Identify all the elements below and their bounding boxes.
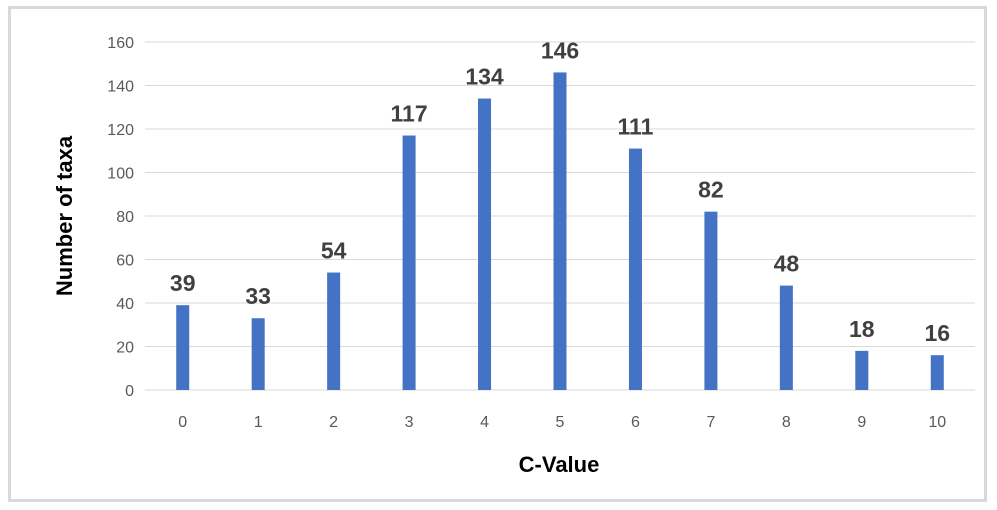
y-tick-label: 140 bbox=[107, 79, 134, 96]
x-axis-title: C-Value bbox=[519, 452, 600, 477]
x-tick-label: 9 bbox=[857, 414, 866, 431]
x-tick-label: 2 bbox=[329, 414, 338, 431]
data-label: 18 bbox=[849, 316, 875, 342]
bar bbox=[251, 318, 265, 390]
x-tick-label: 10 bbox=[928, 414, 946, 431]
data-label: 48 bbox=[774, 251, 800, 277]
y-tick-label: 120 bbox=[107, 122, 134, 139]
y-tick-label: 160 bbox=[107, 35, 134, 52]
data-label: 82 bbox=[698, 177, 724, 203]
x-tick-label: 3 bbox=[405, 414, 414, 431]
x-tick-label: 6 bbox=[631, 414, 640, 431]
bars bbox=[176, 72, 944, 391]
data-label: 54 bbox=[321, 238, 347, 264]
x-tick-label: 4 bbox=[480, 414, 489, 431]
bar bbox=[176, 305, 190, 390]
data-label: 39 bbox=[170, 270, 196, 296]
x-tick-label: 0 bbox=[178, 414, 187, 431]
bar bbox=[930, 355, 944, 390]
x-tick-label: 5 bbox=[556, 414, 565, 431]
data-label: 16 bbox=[924, 320, 950, 346]
bar bbox=[704, 211, 718, 390]
data-label: 146 bbox=[541, 37, 579, 63]
bar bbox=[478, 98, 492, 391]
data-label: 134 bbox=[465, 64, 504, 90]
x-tick-label: 1 bbox=[254, 414, 263, 431]
x-axis-ticks: 0 1 2 3 4 5 6 7 8 9 10 bbox=[178, 414, 946, 431]
bar bbox=[855, 350, 869, 390]
y-axis-ticks: 0 20 40 60 80 100 120 140 160 bbox=[107, 35, 134, 400]
y-tick-label: 100 bbox=[107, 166, 134, 183]
x-tick-label: 7 bbox=[706, 414, 715, 431]
bar bbox=[553, 72, 567, 390]
y-tick-label: 0 bbox=[125, 383, 134, 400]
bar bbox=[402, 135, 416, 390]
y-tick-label: 40 bbox=[116, 296, 134, 313]
chart-frame bbox=[8, 6, 987, 502]
y-tick-label: 60 bbox=[116, 253, 134, 270]
data-label: 117 bbox=[391, 101, 428, 127]
bar bbox=[327, 272, 341, 390]
data-label: 33 bbox=[245, 283, 271, 309]
y-axis-title: Number of taxa bbox=[52, 135, 77, 296]
bar bbox=[779, 285, 793, 390]
y-tick-label: 80 bbox=[116, 209, 134, 226]
y-tick-label: 20 bbox=[116, 340, 134, 357]
data-label: 111 bbox=[618, 114, 654, 140]
bar bbox=[628, 148, 642, 390]
x-tick-label: 8 bbox=[782, 414, 791, 431]
data-labels: 39 33 54 117 134 146 111 82 48 18 16 bbox=[170, 37, 950, 346]
